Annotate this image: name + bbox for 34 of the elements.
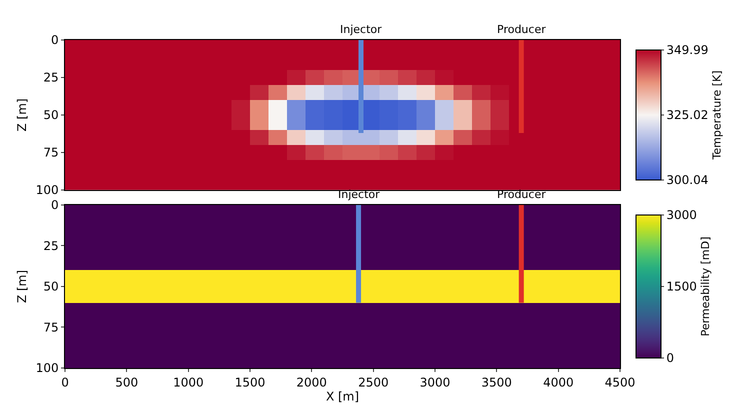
y-tick-label: 75 bbox=[43, 320, 59, 334]
x-tick-label: 3000 bbox=[420, 375, 450, 390]
y-tick-label: 0 bbox=[50, 33, 59, 48]
color-bar-label: 325.02 bbox=[666, 108, 708, 122]
x-axis-title: X [m] bbox=[326, 389, 360, 404]
color-bar-title: Temperature [K] bbox=[710, 70, 724, 160]
x-tick-label: 4500 bbox=[604, 375, 636, 390]
series-label: Injector bbox=[340, 23, 382, 36]
x-tick-label: 2000 bbox=[296, 375, 327, 390]
y-tick-label: 100 bbox=[36, 361, 59, 376]
x-tick-label: 500 bbox=[115, 375, 138, 390]
y-tick-label: 50 bbox=[43, 108, 59, 122]
series-label: Injector bbox=[338, 188, 380, 201]
x-tick-label: 1500 bbox=[234, 375, 266, 390]
y-tick-label: 25 bbox=[43, 70, 59, 85]
color-bar-label: 1500 bbox=[666, 280, 697, 294]
color-bar-label: 3000 bbox=[666, 208, 697, 222]
y-axis-title: Z [m] bbox=[14, 98, 29, 132]
x-tick-label: 0 bbox=[61, 375, 69, 390]
x-tick-label: 3500 bbox=[481, 375, 512, 390]
y-axis-title: Z [m] bbox=[14, 270, 29, 304]
color-bar-title: Permeability [mD] bbox=[698, 236, 712, 336]
color-bar-label: 300.04 bbox=[666, 173, 708, 188]
y-tick-label: 75 bbox=[43, 146, 59, 160]
color-bar-label: 349.99 bbox=[666, 43, 708, 58]
y-tick-label: 50 bbox=[43, 280, 59, 294]
x-tick-label: 4000 bbox=[543, 375, 574, 390]
y-tick-label: 25 bbox=[43, 238, 59, 253]
y-tick-label: 0 bbox=[50, 198, 59, 212]
y-tick-label: 100 bbox=[36, 183, 59, 198]
series-label: Producer bbox=[497, 23, 546, 36]
x-tick-label: 1000 bbox=[173, 375, 204, 390]
color-bar-label: 0 bbox=[666, 351, 674, 366]
x-tick-label: 2500 bbox=[358, 375, 389, 390]
